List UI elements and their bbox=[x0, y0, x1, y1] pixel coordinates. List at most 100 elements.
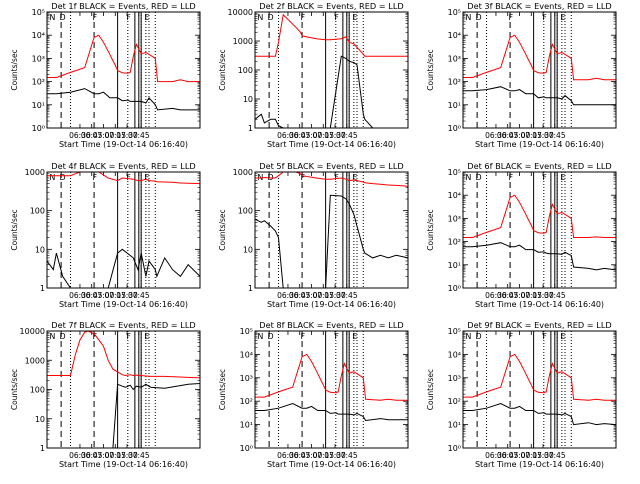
marker-label: F bbox=[334, 332, 339, 341]
series-line-lld bbox=[255, 171, 409, 187]
y-tick-label: 10⁴ bbox=[448, 191, 461, 200]
y-tick-label: 100 bbox=[30, 386, 45, 395]
panel-6: Det 6f BLACK = Events, RED = LLD Counts/s… bbox=[426, 161, 617, 309]
marker-label: E bbox=[144, 13, 149, 22]
x-tick-label: 07:30 bbox=[324, 131, 346, 140]
y-tick-label: 100 bbox=[238, 207, 253, 216]
x-tick-label: 07:00 bbox=[509, 131, 531, 140]
y-tick-label: 10³ bbox=[32, 54, 45, 63]
marker-label: F bbox=[301, 13, 306, 22]
y-tick-label: 10² bbox=[240, 397, 253, 406]
panel-title: Det 3f BLACK = Events, RED = LLD bbox=[467, 1, 611, 11]
x-axis-label: Start Time (19-Oct-14 06:16:40) bbox=[267, 140, 396, 149]
x-tick-label: 06:45 bbox=[289, 451, 311, 460]
plot-frame bbox=[46, 330, 201, 449]
x-tick-label: 07:30 bbox=[324, 291, 346, 300]
marker-label: F bbox=[93, 13, 98, 22]
y-axis-label: Counts/sec bbox=[218, 49, 227, 90]
panel-title: Det 6f BLACK = Events, RED = LLD bbox=[467, 161, 611, 171]
marker-label: N bbox=[465, 173, 471, 182]
x-tick-label: 06:30 bbox=[485, 451, 507, 460]
y-axis-label: Counts/sec bbox=[218, 209, 227, 250]
y-tick-label: 10⁴ bbox=[448, 31, 461, 40]
x-axis-label: Start Time (19-Oct-14 06:16:40) bbox=[267, 300, 396, 309]
y-tick-label: 1 bbox=[248, 284, 253, 293]
marker-label: F bbox=[126, 13, 131, 22]
x-tick-label: 06:30 bbox=[69, 131, 91, 140]
x-tick-label: 07:30 bbox=[532, 291, 554, 300]
x-tick-label: 07:30 bbox=[324, 451, 346, 460]
x-tick-label: 06:45 bbox=[81, 451, 103, 460]
series-line-lld bbox=[47, 330, 201, 379]
y-tick-label: 10 bbox=[35, 245, 45, 254]
plot-frame bbox=[254, 330, 409, 449]
y-tick-label: 1000 bbox=[25, 356, 45, 365]
panel-3: Det 3f BLACK = Events, RED = LLD Counts/s… bbox=[426, 1, 617, 149]
panel-title: Det 7f BLACK = Events, RED = LLD bbox=[51, 320, 195, 330]
series-line-events bbox=[463, 402, 617, 426]
x-tick-label: 06:45 bbox=[497, 131, 519, 140]
marker-label: F bbox=[509, 332, 514, 341]
y-tick-label: 1000 bbox=[233, 168, 253, 177]
x-tick-label: 07:15 bbox=[312, 291, 334, 300]
marker-label: N bbox=[49, 13, 55, 22]
y-tick-label: 10⁴ bbox=[240, 350, 253, 359]
x-tick-label: 07:15 bbox=[104, 451, 126, 460]
x-tick-label: 07:15 bbox=[520, 291, 542, 300]
x-tick-label: 06:45 bbox=[81, 131, 103, 140]
marker-label: E bbox=[352, 332, 357, 341]
panel-9: Det 9f BLACK = Events, RED = LLD Counts/s… bbox=[426, 320, 617, 469]
marker-label: F bbox=[93, 332, 98, 341]
marker-label: D bbox=[60, 173, 66, 182]
marker-label: N bbox=[465, 13, 471, 22]
series-line-events bbox=[47, 88, 200, 111]
x-tick-label: 07:45 bbox=[336, 131, 358, 140]
x-tick-label: 07:30 bbox=[532, 131, 554, 140]
plot-frame bbox=[462, 171, 617, 289]
panel-4: Det 4f BLACK = Events, RED = LLD Counts/s… bbox=[10, 161, 201, 309]
y-tick-label: 10000 bbox=[20, 327, 45, 336]
marker-label: F bbox=[126, 332, 131, 341]
marker-label: N bbox=[465, 332, 471, 341]
x-tick-label: 07:00 bbox=[93, 131, 115, 140]
marker-label: F bbox=[301, 173, 306, 182]
plot-frame bbox=[46, 171, 201, 289]
panel-title: Det 8f BLACK = Events, RED = LLD bbox=[259, 320, 403, 330]
x-tick-label: 06:30 bbox=[277, 291, 299, 300]
y-tick-label: 10000 bbox=[228, 8, 253, 17]
y-axis-label: Counts/sec bbox=[10, 49, 19, 90]
marker-label: N bbox=[257, 13, 263, 22]
y-tick-label: 10¹ bbox=[448, 421, 461, 430]
x-tick-label: 06:30 bbox=[69, 291, 91, 300]
x-axis-label: Start Time (19-Oct-14 06:16:40) bbox=[59, 140, 188, 149]
marker-label: F bbox=[301, 332, 306, 341]
y-tick-label: 10⁵ bbox=[32, 8, 45, 17]
y-axis-label: Counts/sec bbox=[426, 209, 435, 250]
panel-title: Det 9f BLACK = Events, RED = LLD bbox=[467, 320, 611, 330]
x-axis-label: Start Time (19-Oct-14 06:16:40) bbox=[475, 140, 604, 149]
marker-label: N bbox=[257, 332, 263, 341]
y-tick-label: 10³ bbox=[448, 374, 461, 383]
y-tick-label: 10² bbox=[448, 238, 461, 247]
marker-label: E bbox=[144, 173, 149, 182]
x-tick-label: 06:30 bbox=[485, 291, 507, 300]
y-tick-label: 10⁴ bbox=[32, 31, 45, 40]
x-tick-label: 07:00 bbox=[93, 291, 115, 300]
y-tick-label: 10 bbox=[243, 95, 253, 104]
y-tick-label: 10⁰ bbox=[32, 124, 45, 133]
y-axis-label: Counts/sec bbox=[10, 209, 19, 250]
panel-title: Det 1f BLACK = Events, RED = LLD bbox=[51, 1, 195, 11]
series-line-lld bbox=[47, 34, 200, 83]
y-tick-label: 10³ bbox=[240, 374, 253, 383]
series-line-events bbox=[255, 402, 408, 422]
x-tick-label: 07:45 bbox=[544, 131, 566, 140]
marker-label: D bbox=[476, 13, 482, 22]
x-tick-label: 06:30 bbox=[277, 451, 299, 460]
x-tick-label: 06:45 bbox=[497, 291, 519, 300]
marker-label: E bbox=[352, 13, 357, 22]
x-tick-label: 06:45 bbox=[81, 291, 103, 300]
y-tick-label: 10¹ bbox=[448, 261, 461, 270]
series-line-lld bbox=[255, 13, 408, 57]
